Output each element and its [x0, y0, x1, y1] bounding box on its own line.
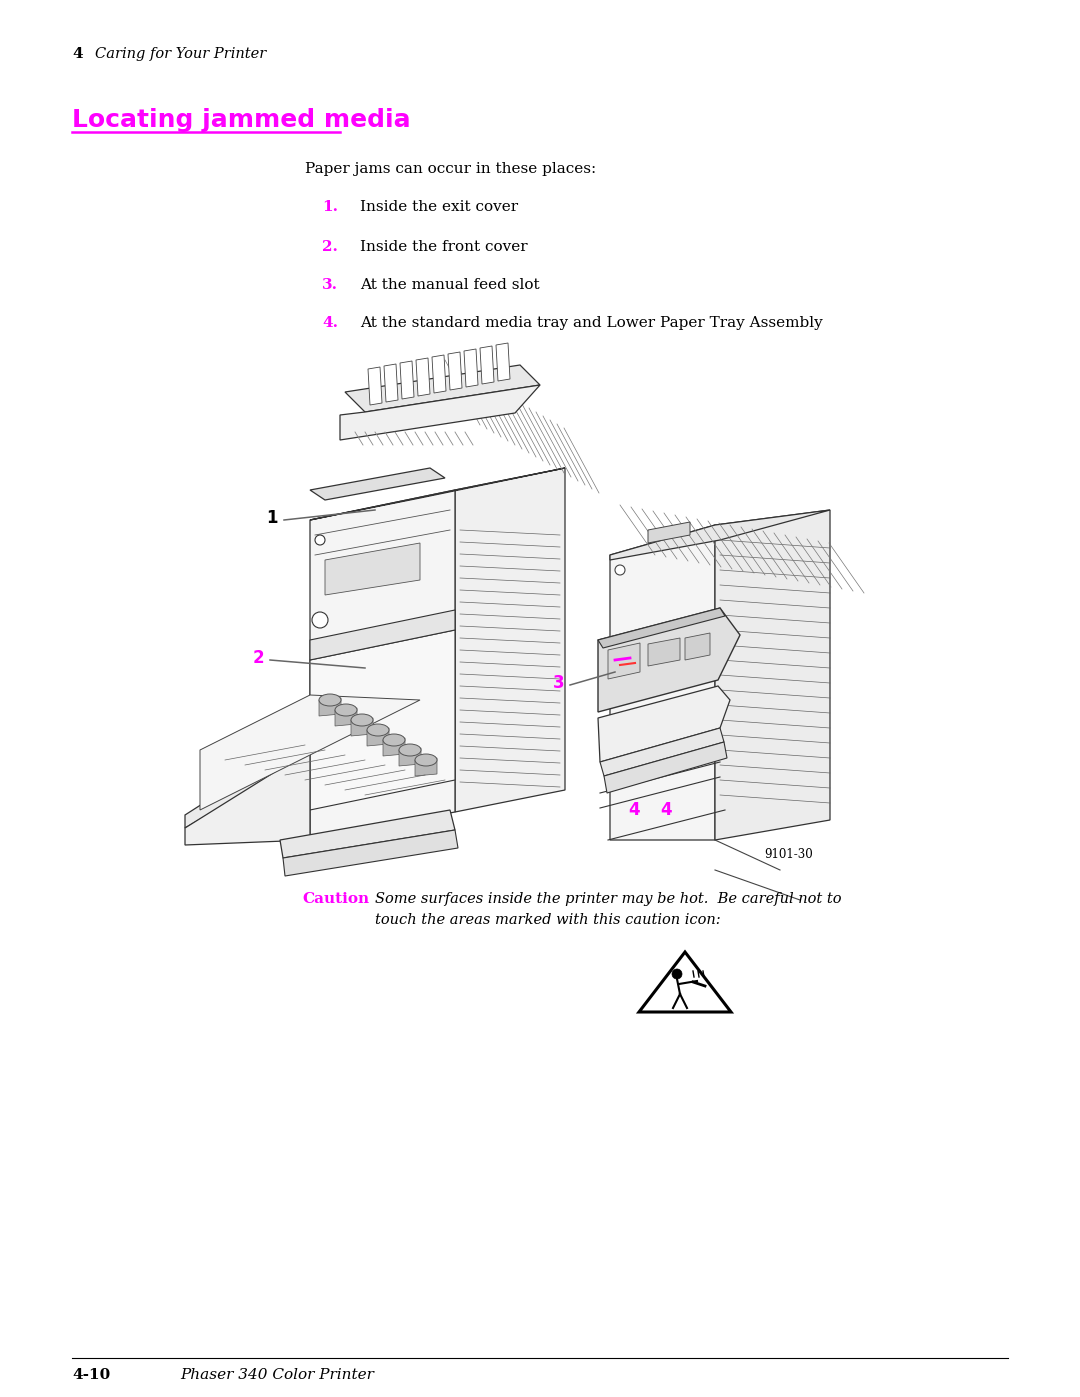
Polygon shape: [384, 365, 399, 402]
Ellipse shape: [399, 745, 421, 756]
Polygon shape: [480, 346, 494, 384]
Polygon shape: [367, 728, 389, 746]
Polygon shape: [185, 750, 310, 845]
Polygon shape: [598, 608, 740, 712]
Text: Caring for Your Printer: Caring for Your Printer: [95, 47, 267, 61]
Polygon shape: [351, 718, 373, 736]
Polygon shape: [283, 830, 458, 876]
Text: Locating jammed media: Locating jammed media: [72, 108, 410, 131]
Polygon shape: [340, 386, 540, 440]
Polygon shape: [604, 742, 727, 793]
Polygon shape: [648, 638, 680, 666]
Text: 4-10: 4-10: [72, 1368, 110, 1382]
Polygon shape: [399, 747, 421, 766]
Text: touch the areas marked with this caution icon:: touch the areas marked with this caution…: [375, 914, 720, 928]
Polygon shape: [464, 349, 478, 387]
Text: 4: 4: [660, 800, 672, 819]
Polygon shape: [310, 610, 455, 659]
Ellipse shape: [383, 733, 405, 746]
Text: 4: 4: [629, 800, 639, 819]
Text: Some surfaces inside the printer may be hot.  Be careful not to: Some surfaces inside the printer may be …: [375, 893, 841, 907]
Text: Inside the front cover: Inside the front cover: [360, 240, 528, 254]
Text: Inside the exit cover: Inside the exit cover: [360, 200, 518, 214]
Polygon shape: [310, 630, 455, 810]
Text: 3.: 3.: [322, 278, 338, 292]
Circle shape: [315, 535, 325, 545]
Ellipse shape: [319, 694, 341, 705]
Polygon shape: [325, 543, 420, 595]
Polygon shape: [639, 951, 731, 1011]
Polygon shape: [383, 738, 405, 756]
Ellipse shape: [335, 704, 357, 717]
Polygon shape: [598, 686, 730, 761]
Text: 4.: 4.: [322, 316, 338, 330]
Circle shape: [615, 564, 625, 576]
Text: At the manual feed slot: At the manual feed slot: [360, 278, 540, 292]
Polygon shape: [648, 522, 690, 543]
Polygon shape: [610, 510, 831, 560]
Ellipse shape: [415, 754, 437, 766]
Polygon shape: [416, 358, 430, 395]
Polygon shape: [310, 468, 565, 520]
Polygon shape: [310, 468, 445, 500]
Polygon shape: [368, 367, 382, 405]
Text: 3: 3: [552, 673, 564, 692]
Polygon shape: [685, 633, 710, 659]
Polygon shape: [415, 759, 437, 775]
Text: 9101-30: 9101-30: [765, 848, 813, 861]
Polygon shape: [280, 810, 455, 858]
Polygon shape: [432, 355, 446, 393]
Polygon shape: [400, 360, 414, 400]
Ellipse shape: [351, 714, 373, 726]
Text: Caution: Caution: [302, 893, 369, 907]
Text: 2.: 2.: [322, 240, 338, 254]
Circle shape: [312, 612, 328, 629]
Text: Paper jams can occur in these places:: Paper jams can occur in these places:: [305, 162, 596, 176]
Polygon shape: [310, 490, 455, 840]
Polygon shape: [608, 643, 640, 679]
Polygon shape: [610, 525, 715, 840]
Polygon shape: [455, 468, 565, 812]
Polygon shape: [185, 700, 420, 828]
Ellipse shape: [367, 724, 389, 736]
Polygon shape: [496, 344, 510, 381]
Polygon shape: [448, 352, 462, 390]
Polygon shape: [319, 698, 341, 717]
Polygon shape: [600, 728, 724, 775]
Text: 1: 1: [267, 509, 278, 527]
Polygon shape: [598, 608, 725, 648]
Polygon shape: [715, 510, 831, 840]
Polygon shape: [345, 365, 540, 412]
Circle shape: [672, 970, 681, 979]
Text: 2: 2: [253, 650, 264, 666]
Polygon shape: [335, 708, 357, 726]
Text: At the standard media tray and Lower Paper Tray Assembly: At the standard media tray and Lower Pap…: [360, 316, 823, 330]
Text: 1.: 1.: [322, 200, 338, 214]
Polygon shape: [200, 694, 420, 810]
Text: 4: 4: [72, 47, 83, 61]
Text: Phaser 340 Color Printer: Phaser 340 Color Printer: [180, 1368, 374, 1382]
